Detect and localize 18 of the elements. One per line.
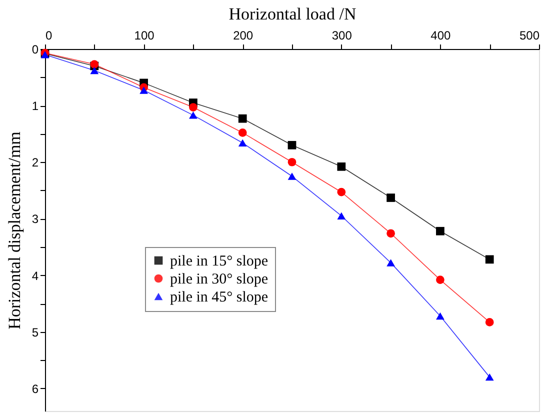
x-tick-label: 0	[46, 28, 52, 42]
x-axis-title: Horizontal load /N	[228, 4, 356, 24]
y-axis-title: Horizontal displacement/mm	[4, 132, 24, 330]
legend-label: pile in 15° slope	[170, 254, 268, 270]
y-tick-label: 2	[32, 156, 39, 170]
y-tick-label: 1	[32, 99, 39, 114]
y-tick-label: 3	[32, 212, 39, 226]
y-tick-label: 6	[32, 382, 39, 396]
x-tick-label: 500	[519, 28, 540, 42]
legend-label: pile in 30° slope	[170, 272, 268, 288]
legend-label: pile in 45° slope	[170, 290, 268, 306]
x-tick-label: 200	[233, 28, 254, 42]
y-tick-label: 5	[32, 325, 39, 340]
x-tick-label: 300	[332, 28, 352, 42]
y-tick-label: 0	[32, 42, 39, 56]
x-tick-label: 400	[430, 28, 452, 42]
y-tick-label: 4	[32, 268, 39, 283]
x-tick-label: 100	[134, 28, 155, 42]
